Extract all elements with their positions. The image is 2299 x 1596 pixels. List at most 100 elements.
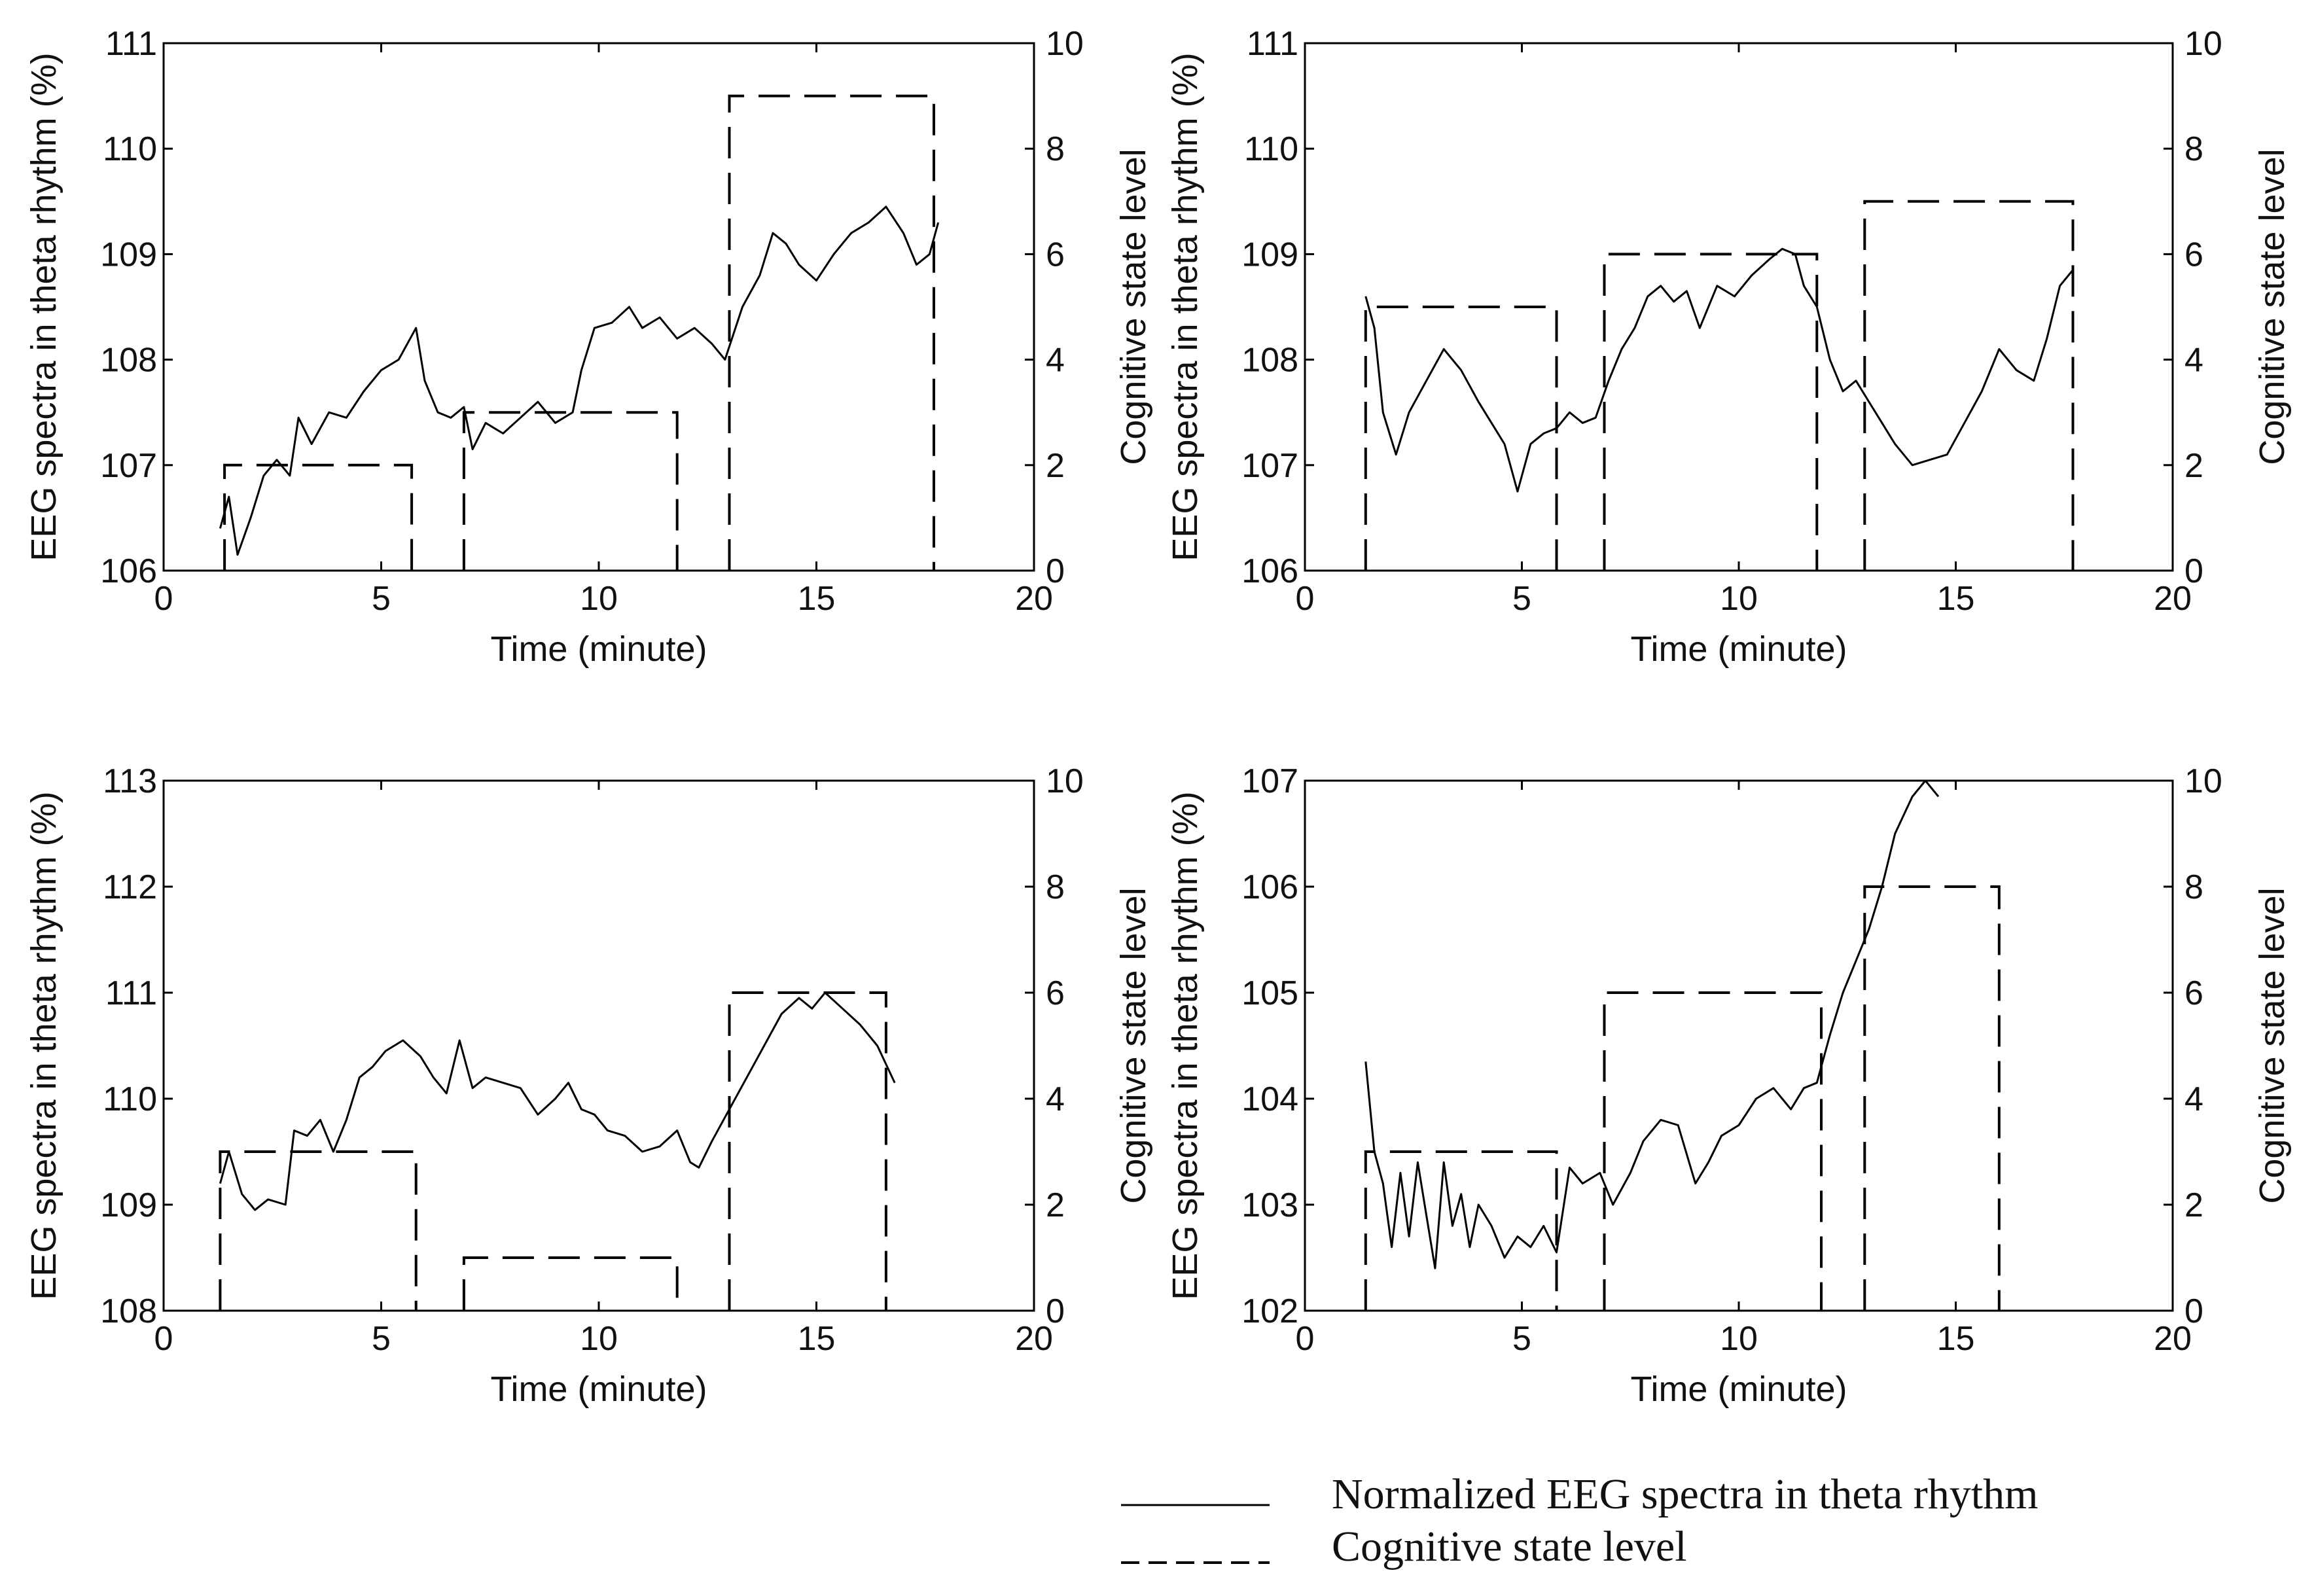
y2-axis-label: Cognitive state level [1114, 887, 1153, 1203]
y-tick-label: 110 [103, 1080, 157, 1118]
y2-tick-label: 0 [2184, 552, 2203, 590]
legend: Normalized EEG spectra in theta rhythm C… [1121, 1470, 2038, 1570]
y2-tick-label: 4 [2184, 1080, 2203, 1118]
cognitive-state-segment [1364, 1150, 1558, 1311]
y-tick-label: 110 [1244, 130, 1298, 168]
legend-dashed-label: Cognitive state level [1332, 1523, 1687, 1570]
cognitive-state-segment [728, 991, 887, 1311]
x-tick-label: 15 [1937, 1320, 1975, 1358]
y-tick-label: 111 [105, 974, 157, 1012]
x-tick-label: 20 [2154, 1320, 2192, 1358]
y2-tick-label: 6 [1046, 236, 1065, 274]
x-tick-label: 0 [1296, 580, 1315, 618]
x-tick-label: 10 [1720, 580, 1758, 618]
x-tick-label: 0 [154, 580, 173, 618]
x-tick-label: 20 [1015, 1320, 1053, 1358]
y-tick-label: 109 [100, 1186, 157, 1224]
y2-tick-label: 0 [2184, 1292, 2203, 1330]
y-tick-label: 108 [100, 342, 157, 380]
cognitive-state-segment [219, 1150, 418, 1311]
y-tick-label: 106 [1241, 552, 1298, 590]
eeg-series-line [219, 205, 940, 556]
y-axis-label: EEG spectra in theta rhythm (%) [1166, 52, 1205, 561]
y-axis-label: EEG spectra in theta rhythm (%) [24, 52, 63, 561]
y2-tick-label: 8 [1046, 868, 1065, 906]
y2-tick-label: 4 [1046, 342, 1065, 380]
y2-tick-label: 4 [2184, 342, 2203, 380]
y2-tick-label: 10 [2184, 762, 2222, 800]
x-tick-label: 5 [372, 580, 391, 618]
y-tick-label: 106 [1241, 868, 1298, 906]
panel-bottom-right: Time (minute) EEG spectra in theta rhyth… [1166, 762, 2292, 1409]
y-tick-label: 109 [1241, 236, 1298, 274]
cognitive-state-segment [1603, 253, 1819, 571]
x-tick-label: 10 [1720, 1320, 1758, 1358]
cognitive-state-segment [1603, 991, 1823, 1311]
y-tick-label: 112 [103, 868, 157, 906]
x-tick-label: 15 [798, 1320, 836, 1358]
panel-bottom-left: Time (minute) EEG spectra in theta rhyth… [24, 762, 1153, 1409]
y-tick-label: 109 [100, 236, 157, 274]
y2-tick-label: 6 [2184, 974, 2203, 1012]
x-tick-label: 20 [1015, 580, 1053, 618]
y-tick-label: 111 [105, 25, 157, 63]
x-tick-label: 10 [580, 580, 618, 618]
panel-top-right: Time (minute) EEG spectra in theta rhyth… [1166, 25, 2292, 669]
x-axis-label: Time (minute) [490, 630, 707, 669]
y2-tick-label: 0 [1046, 1292, 1065, 1330]
y-tick-label: 105 [1241, 974, 1298, 1012]
eeg-series-line [219, 991, 896, 1211]
x-tick-label: 0 [154, 1320, 173, 1358]
y-tick-label: 106 [100, 552, 157, 590]
cognitive-state-segment [728, 94, 935, 571]
y2-tick-label: 2 [1046, 1186, 1065, 1224]
y2-tick-label: 2 [2184, 1186, 2203, 1224]
x-tick-label: 15 [1937, 580, 1975, 618]
y2-tick-label: 10 [1046, 762, 1084, 800]
y2-tick-label: 2 [2184, 447, 2203, 485]
y-tick-label: 113 [103, 762, 157, 800]
y2-tick-label: 10 [2184, 25, 2222, 63]
y2-tick-label: 6 [2184, 236, 2203, 274]
legend-solid-label: Normalized EEG spectra in theta rhythm [1332, 1470, 2038, 1518]
y2-tick-label: 2 [1046, 447, 1065, 485]
y2-tick-label: 4 [1046, 1080, 1065, 1118]
y-tick-label: 111 [1247, 25, 1298, 63]
y-tick-label: 103 [1241, 1186, 1298, 1224]
x-tick-label: 0 [1296, 1320, 1315, 1358]
x-axis-label: Time (minute) [1630, 1370, 1847, 1409]
y-axis-label: EEG spectra in theta rhythm (%) [1166, 791, 1205, 1300]
y-tick-label: 107 [100, 447, 157, 485]
y-tick-label: 108 [1241, 342, 1298, 380]
x-tick-label: 20 [2154, 580, 2192, 618]
cognitive-state-segment [223, 463, 414, 571]
y2-tick-label: 8 [2184, 868, 2203, 906]
y-tick-label: 107 [1241, 447, 1298, 485]
y2-tick-label: 10 [1046, 25, 1084, 63]
cognitive-state-segment [1863, 200, 2075, 571]
x-tick-label: 5 [1512, 580, 1531, 618]
y2-tick-label: 6 [1046, 974, 1065, 1012]
y2-tick-label: 8 [2184, 130, 2203, 168]
y2-axis-label: Cognitive state level [1114, 149, 1153, 465]
y-tick-label: 110 [103, 130, 157, 168]
eeg-series-line [1364, 779, 1940, 1269]
panel-top-left: Time (minute) EEG spectra in theta rhyth… [24, 25, 1153, 669]
x-axis-label: Time (minute) [1630, 630, 1847, 669]
eeg-series-line [1364, 247, 2074, 493]
y-tick-label: 107 [1241, 762, 1298, 800]
y-tick-label: 108 [100, 1292, 157, 1330]
x-tick-label: 15 [798, 580, 836, 618]
y-tick-label: 104 [1241, 1080, 1298, 1118]
x-tick-label: 5 [1512, 1320, 1531, 1358]
x-tick-label: 10 [580, 1320, 618, 1358]
x-axis-label: Time (minute) [490, 1370, 707, 1409]
y2-tick-label: 0 [1046, 552, 1065, 590]
y-axis-label: EEG spectra in theta rhythm (%) [24, 791, 63, 1300]
cognitive-state-segment [1863, 885, 2001, 1311]
y2-axis-label: Cognitive state level [2253, 149, 2292, 465]
x-tick-label: 5 [372, 1320, 391, 1358]
y2-tick-label: 8 [1046, 130, 1065, 168]
